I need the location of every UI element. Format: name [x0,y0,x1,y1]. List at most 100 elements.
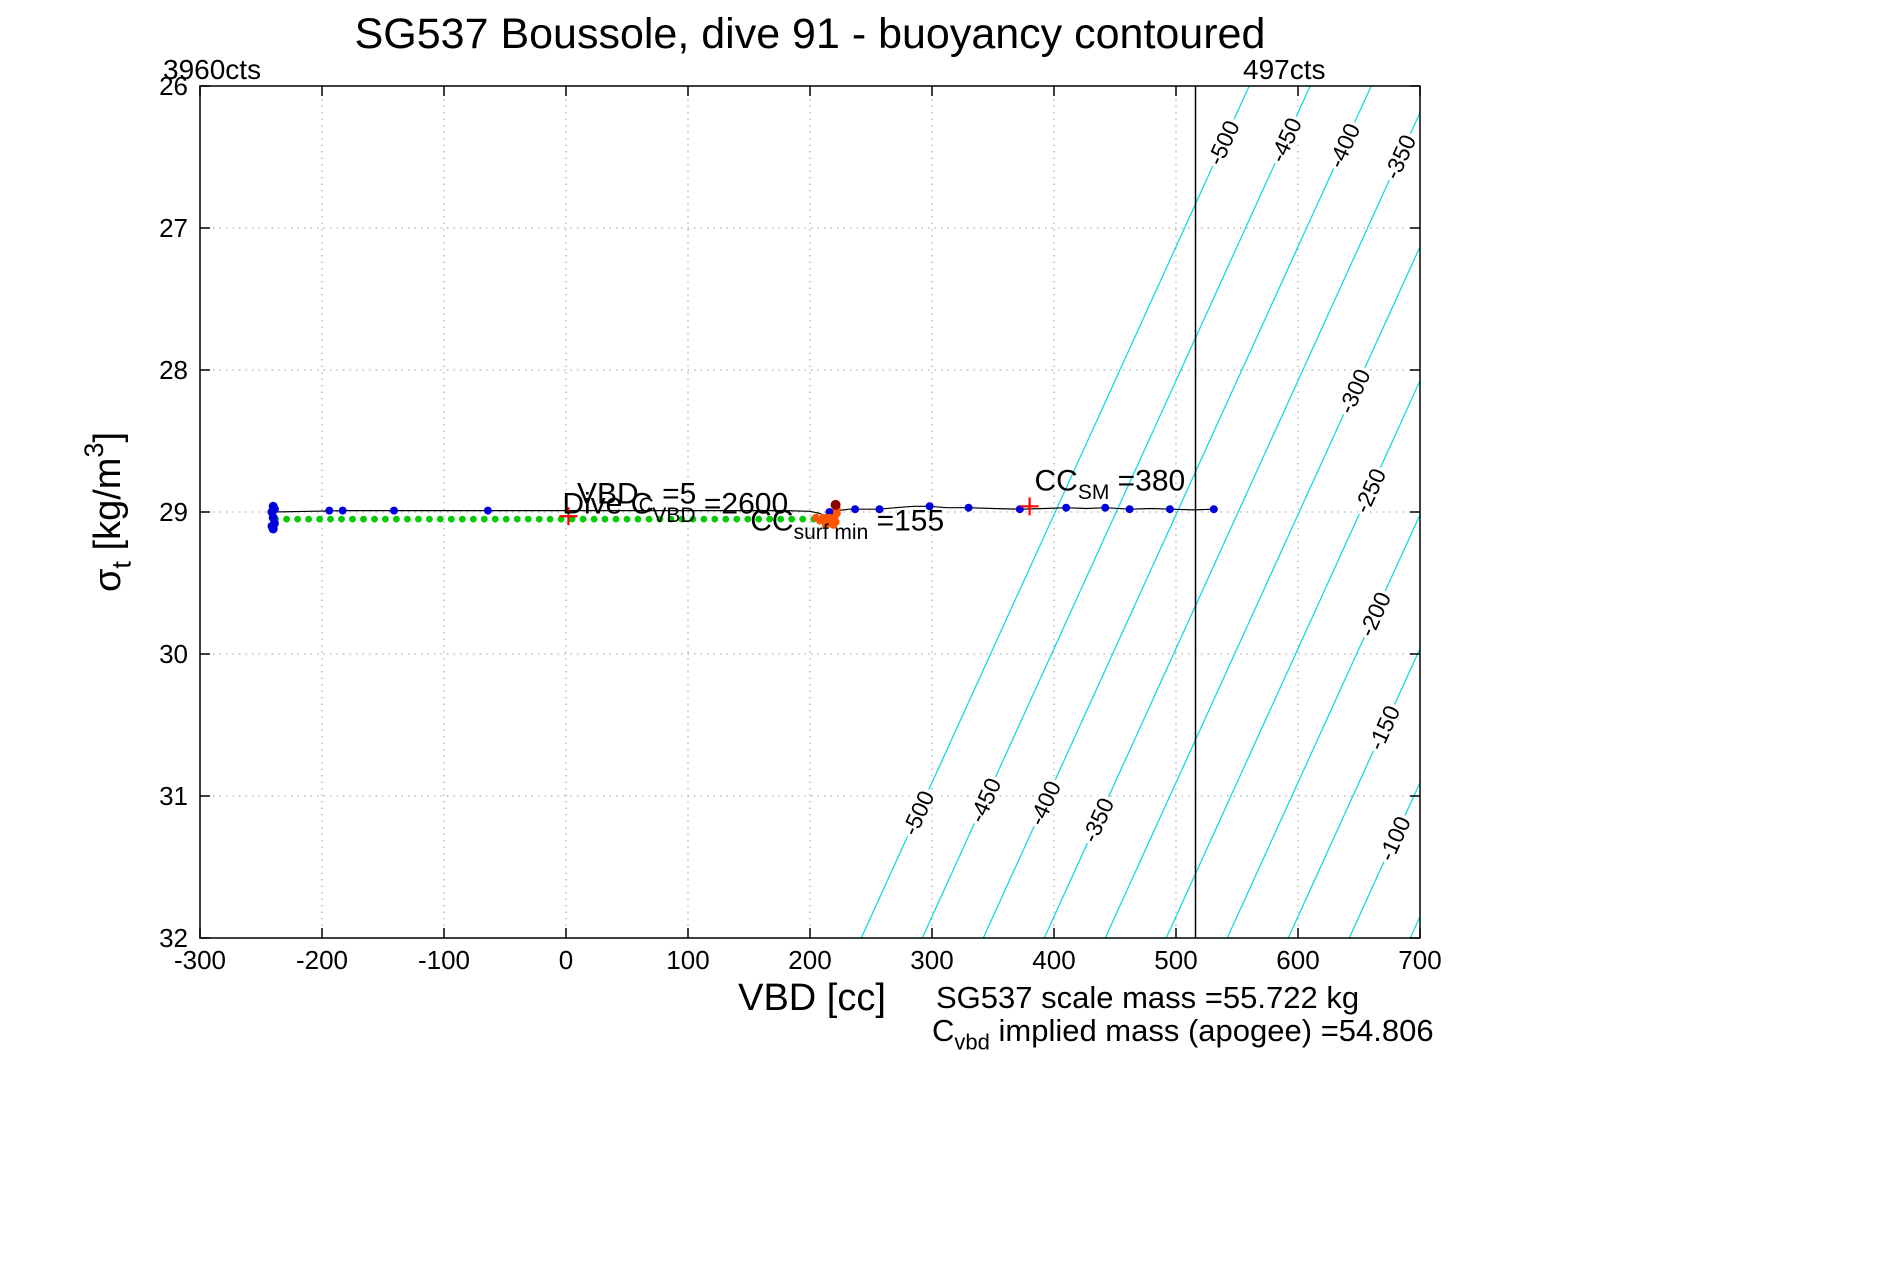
sample-dot [825,508,834,516]
pump-dot [316,515,323,523]
pump-dot [447,515,455,523]
dive-cvbd-annotation: Dive CVBD =2600 [562,487,788,526]
sample-dot [851,505,860,514]
tick-marks [199,85,1421,939]
pump-dot [766,515,774,523]
pump-dot [469,515,477,523]
red-cross-marker [559,507,578,526]
pump-dot [458,515,466,523]
pump-dot [294,515,301,523]
sample-dot [1062,503,1071,512]
pump-dot [579,515,587,523]
y-axis-label: σt [kg/m3] [79,432,137,592]
implied-mass-label: Cvbd implied mass (apogee) =54.806 [932,1013,1434,1055]
contour-line [860,86,1250,938]
pump-dot [777,515,785,523]
x-tick-label: -200 [296,945,348,975]
sample-dot [1101,503,1110,512]
pump-dot [755,515,763,523]
contour-line [1226,513,1420,938]
y-tick-label: 27 [159,213,188,243]
sample-dot [390,506,398,515]
pump-dot [480,515,488,523]
pump-dot [524,515,532,523]
pump-dot [623,515,631,523]
pump-dot [404,515,411,523]
tick-labels: -300 -200 -100 0 100 200 300 400 500 600 700 26 27 28… [159,71,1442,975]
pump-dot [689,515,697,523]
contour-label: -350 [1077,794,1120,847]
contour-line [1409,914,1420,938]
contour-line [1287,647,1420,938]
pump-dot [711,515,719,523]
cc-sm-annotation: CCSM =380 [1034,465,1185,504]
pump-dot [546,515,554,523]
pump-dot [491,515,499,523]
red-cross-marker [1020,497,1039,516]
pump-dot [535,515,543,523]
pump-dot [283,515,290,523]
contour-line [921,86,1311,938]
pump-dot [645,515,653,523]
pump-dot [667,515,675,523]
y-tick-label: 26 [159,71,188,101]
sample-dot [483,506,492,515]
y-tick-label: 30 [159,639,188,669]
surface-cluster-dot [829,520,838,529]
pump-dot [436,515,444,523]
pump-dot [371,515,378,523]
contour-label: -500 [897,787,940,840]
x-axis-label: VBD [cc] [738,977,886,1019]
pump-dot [382,515,389,523]
pump-dot [744,515,752,523]
x-tick-label: 200 [788,945,831,975]
x-tick-label: 100 [666,945,709,975]
pump-dot [513,515,521,523]
y-tick-label: 32 [159,923,188,953]
sample-dot [875,505,884,514]
pump-dot [590,515,598,523]
pump-dot [612,515,620,523]
sample-dot [1209,505,1218,514]
x-tick-label: 300 [910,945,953,975]
contour-label: -350 [1379,131,1422,184]
pump-dot [733,515,741,523]
contour-line [982,86,1372,938]
start-cluster-dot [269,504,279,514]
x-tick-label: 700 [1398,945,1441,975]
x-tick-label: -300 [174,945,226,975]
x-tick-label: 600 [1276,945,1319,975]
pump-dot [634,515,642,523]
pump-dot [568,515,576,523]
sample-dot [325,506,334,515]
pump-dot [788,515,796,523]
data-series [267,497,1218,534]
pump-dot [722,515,730,523]
contour-label: -500 [1202,116,1245,169]
x-tick-label: -100 [418,945,470,975]
start-cluster-dot [267,521,277,531]
scale-mass-label: SG537 scale mass =55.722 kg [936,980,1359,1015]
sample-dot [338,506,347,515]
pump-dot [502,515,510,523]
counts-left-label: 3960cts [163,54,261,85]
pump-dot [305,515,312,523]
sample-dot [1165,505,1174,514]
contour-line [1104,245,1420,938]
pump-dot [426,515,433,523]
contour-label: -450 [964,774,1007,827]
contour-label: -400 [1023,777,1066,830]
pump-dot [557,515,565,523]
pump-dot [799,515,807,523]
pump-dot [327,515,334,523]
contour-label: -100 [1373,812,1416,865]
y-tick-label: 31 [159,781,188,811]
pump-dot [338,515,345,523]
pump-dot [700,515,708,523]
apogee-dot [830,499,841,510]
y-tick-label: 28 [159,355,188,385]
vbd-c-annotation: VBDC =5 [577,477,696,516]
